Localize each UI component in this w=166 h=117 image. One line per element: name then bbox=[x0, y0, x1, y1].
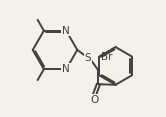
Text: N: N bbox=[62, 64, 70, 74]
Text: S: S bbox=[85, 53, 91, 63]
Text: N: N bbox=[62, 26, 70, 36]
Text: Br: Br bbox=[101, 51, 112, 62]
Text: O: O bbox=[90, 95, 98, 105]
